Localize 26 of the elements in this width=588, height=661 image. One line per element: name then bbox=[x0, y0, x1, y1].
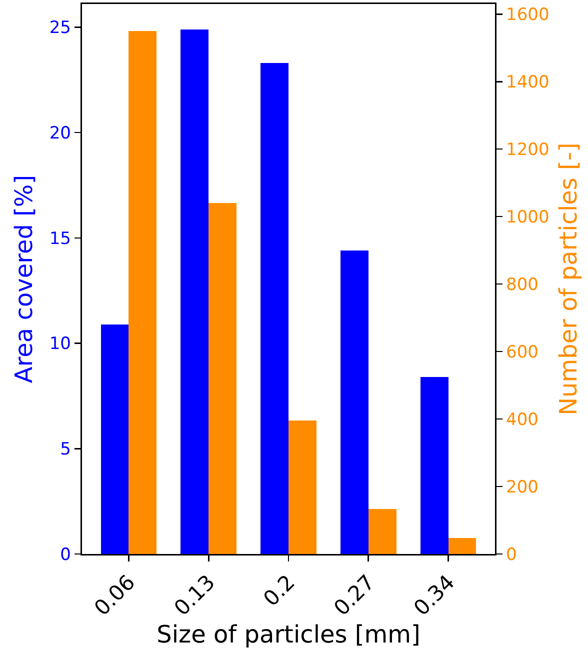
y-tick-label: 15 bbox=[49, 228, 71, 249]
y-tick-label: 10 bbox=[49, 334, 71, 354]
bar bbox=[128, 30, 157, 554]
y2-tick-label: 1600 bbox=[506, 5, 550, 26]
x-tick-label: 0.2 bbox=[258, 570, 300, 611]
bar bbox=[288, 420, 316, 554]
y2-axis-title: Number of particles [-] bbox=[554, 142, 582, 416]
bar bbox=[368, 509, 396, 554]
y2-tick-label: 1400 bbox=[506, 72, 550, 93]
bar bbox=[340, 250, 368, 554]
y-tick-label: 5 bbox=[60, 440, 71, 460]
x-axis-title: Size of particles [mm] bbox=[156, 620, 420, 648]
bar bbox=[420, 376, 448, 554]
y2-tick-label: 1200 bbox=[506, 140, 550, 160]
bar bbox=[448, 538, 476, 554]
y-tick-label: 25 bbox=[49, 18, 71, 38]
y2-tick-label: 400 bbox=[506, 410, 538, 430]
y-tick-label: 0 bbox=[60, 544, 71, 565]
y-tick-label: 20 bbox=[49, 123, 71, 144]
y2-tick-label: 600 bbox=[506, 342, 538, 362]
y2-tick-label: 200 bbox=[506, 477, 538, 498]
y2-tick-label: 800 bbox=[506, 275, 538, 296]
y2-tick-label: 0 bbox=[506, 544, 517, 565]
y2-tick-label: 1000 bbox=[506, 208, 550, 228]
bar bbox=[260, 63, 288, 554]
y-axis-title: Area covered [%] bbox=[10, 174, 38, 384]
